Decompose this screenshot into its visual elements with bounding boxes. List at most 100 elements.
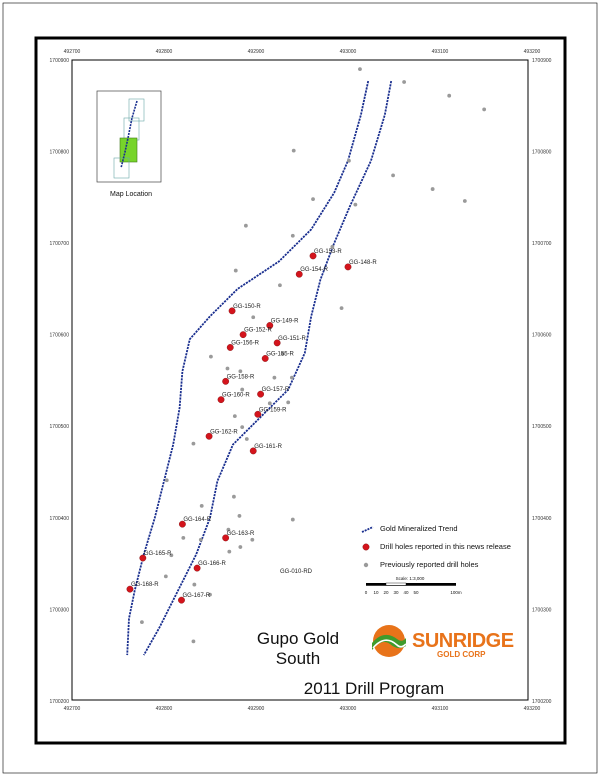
x-coordinate-label: 492900 bbox=[248, 49, 265, 55]
scale-tick-labels: 0 10 20 30 40 50 100m bbox=[365, 590, 462, 595]
previous-drill-hole bbox=[289, 375, 294, 380]
y-coordinate-label: 1700700 bbox=[50, 241, 70, 247]
previous-drill-hole bbox=[447, 93, 452, 98]
new-drill-hole bbox=[257, 390, 264, 398]
drill-hole-label: GG-151-R bbox=[278, 336, 306, 342]
drill-hole-label: GG-165-R bbox=[144, 551, 172, 557]
previous-drill-hole bbox=[402, 80, 407, 84]
previous-drill-hole bbox=[225, 366, 230, 371]
y-coordinate-label: 1700400 bbox=[532, 516, 552, 522]
y-coordinate-label: 1700800 bbox=[532, 150, 552, 156]
legend: Gold Mineralized Trend Drill holes repor… bbox=[361, 524, 511, 569]
x-coordinate-label: 493000 bbox=[340, 706, 357, 712]
previous-drill-hole bbox=[391, 173, 395, 178]
x-coordinate-label: 492800 bbox=[156, 706, 173, 712]
scale-bar: Scale: 1:3,000 0 10 20 30 40 50 100m bbox=[365, 576, 462, 595]
drill-hole-label-gg-010-rd: GG-010-RD bbox=[280, 569, 313, 575]
previous-drill-hole bbox=[290, 517, 295, 522]
y-coordinate-label: 1700200 bbox=[50, 699, 70, 705]
previous-drill-hole bbox=[430, 187, 435, 191]
new-drill-hole bbox=[309, 252, 317, 260]
y-coordinate-label: 1700300 bbox=[532, 607, 552, 613]
new-drill-hole bbox=[205, 432, 213, 440]
y-coordinate-label: 1700700 bbox=[532, 241, 552, 247]
drill-hole-label: GG-154-R bbox=[300, 267, 328, 273]
previous-drill-hole bbox=[353, 202, 358, 207]
previous-drill-hole bbox=[330, 244, 335, 249]
legend-trend-symbol bbox=[361, 526, 374, 533]
previous-drill-hole bbox=[181, 535, 186, 540]
scale-tick-label: 10 bbox=[373, 590, 379, 595]
scale-tick-label: 40 bbox=[403, 590, 409, 595]
drill-hole-label: GG-150-R bbox=[233, 304, 261, 310]
new-drill-hole bbox=[239, 331, 247, 339]
drill-hole-label: GG-157-R bbox=[262, 387, 290, 393]
previous-drill-hole bbox=[272, 375, 277, 380]
x-coordinates-top: 492700 492800 492900 493000 493100 493200 bbox=[64, 49, 541, 55]
drill-hole-label: GG-159-R bbox=[259, 407, 287, 413]
map-title-line-3: 2011 Drill Program bbox=[304, 679, 444, 698]
new-drill-hole bbox=[217, 396, 225, 404]
y-coordinates-right: 1700900 1700800 1700700 1700600 1700500 17004… bbox=[532, 58, 552, 705]
x-coordinate-label: 492900 bbox=[248, 706, 265, 712]
scale-tick-label: 50 bbox=[413, 590, 419, 595]
previous-drill-hole bbox=[233, 268, 238, 273]
x-coordinate-label: 492700 bbox=[64, 49, 81, 55]
gold-trend-line-east bbox=[143, 80, 393, 656]
new-drill-hole bbox=[273, 339, 281, 347]
x-coordinates-bottom: 492700 492800 492900 493000 493100 493200 bbox=[64, 706, 541, 712]
previous-drill-holes bbox=[140, 67, 487, 644]
drill-hole-label: GG-153-R bbox=[314, 249, 342, 255]
legend-previous-hole-symbol bbox=[363, 562, 369, 568]
inset-label: Map Location bbox=[110, 191, 152, 198]
previous-drill-hole bbox=[243, 223, 248, 228]
previous-drill-hole bbox=[238, 369, 243, 374]
previous-drill-hole bbox=[163, 574, 168, 579]
y-coordinate-label: 1700500 bbox=[50, 424, 70, 430]
x-coordinate-label: 493200 bbox=[524, 49, 541, 55]
previous-drill-hole bbox=[226, 527, 231, 532]
previous-drill-hole bbox=[244, 437, 249, 441]
y-coordinate-label: 1700900 bbox=[50, 58, 70, 64]
previous-drill-hole bbox=[482, 107, 487, 112]
previous-drill-hole bbox=[278, 283, 282, 288]
new-drill-holes: GG-153-R GG-148-R GG-154-R GG-150-R GG-149-R… bbox=[126, 249, 377, 604]
previous-drill-hole bbox=[169, 553, 174, 558]
drill-hole-label: GG-162-R bbox=[210, 429, 238, 435]
legend-new-hole-symbol bbox=[362, 543, 370, 551]
previous-drill-hole bbox=[267, 401, 272, 406]
y-coordinate-label: 1700200 bbox=[532, 699, 552, 705]
scale-tick-label: 20 bbox=[383, 590, 389, 595]
y-coordinate-label: 1700600 bbox=[532, 333, 552, 339]
drill-hole-label: GG-158-R bbox=[227, 374, 255, 380]
previous-drill-hole bbox=[232, 494, 236, 499]
x-coordinate-label: 493100 bbox=[432, 49, 449, 55]
previous-drill-hole bbox=[240, 387, 245, 392]
drill-hole-label: GG-152-R bbox=[244, 328, 272, 334]
brand-subtitle: GOLD CORP bbox=[437, 650, 486, 659]
legend-new-holes-label: Drill holes reported in this news releas… bbox=[380, 542, 511, 551]
new-drill-hole bbox=[261, 355, 269, 362]
y-coordinate-label: 1700300 bbox=[50, 607, 70, 613]
previous-drill-hole bbox=[286, 400, 291, 405]
previous-drill-hole bbox=[339, 306, 344, 311]
x-coordinate-label: 492700 bbox=[64, 706, 81, 712]
drill-hole-label: GG-164-R bbox=[183, 517, 211, 523]
previous-drill-hole bbox=[164, 478, 169, 483]
map-location-inset: Map Location bbox=[96, 90, 162, 198]
previous-drill-hole bbox=[291, 148, 296, 153]
map-title-line-1: Gupo Gold bbox=[257, 629, 339, 648]
scale-tick-label: 0 bbox=[365, 590, 368, 595]
previous-drill-hole bbox=[347, 158, 351, 163]
legend-previous-holes-label: Previously reported drill holes bbox=[380, 560, 479, 569]
scale-tick-label: 100m bbox=[450, 590, 462, 595]
previous-drill-hole bbox=[227, 549, 232, 554]
drill-hole-label: GG-163-R bbox=[227, 531, 255, 537]
drill-hole-label: GG-156-R bbox=[231, 340, 259, 346]
new-drill-hole bbox=[295, 270, 303, 278]
scale-tick-label: 30 bbox=[393, 590, 399, 595]
drill-hole-label: GG-161-R bbox=[254, 444, 282, 450]
new-drill-hole bbox=[249, 447, 257, 455]
